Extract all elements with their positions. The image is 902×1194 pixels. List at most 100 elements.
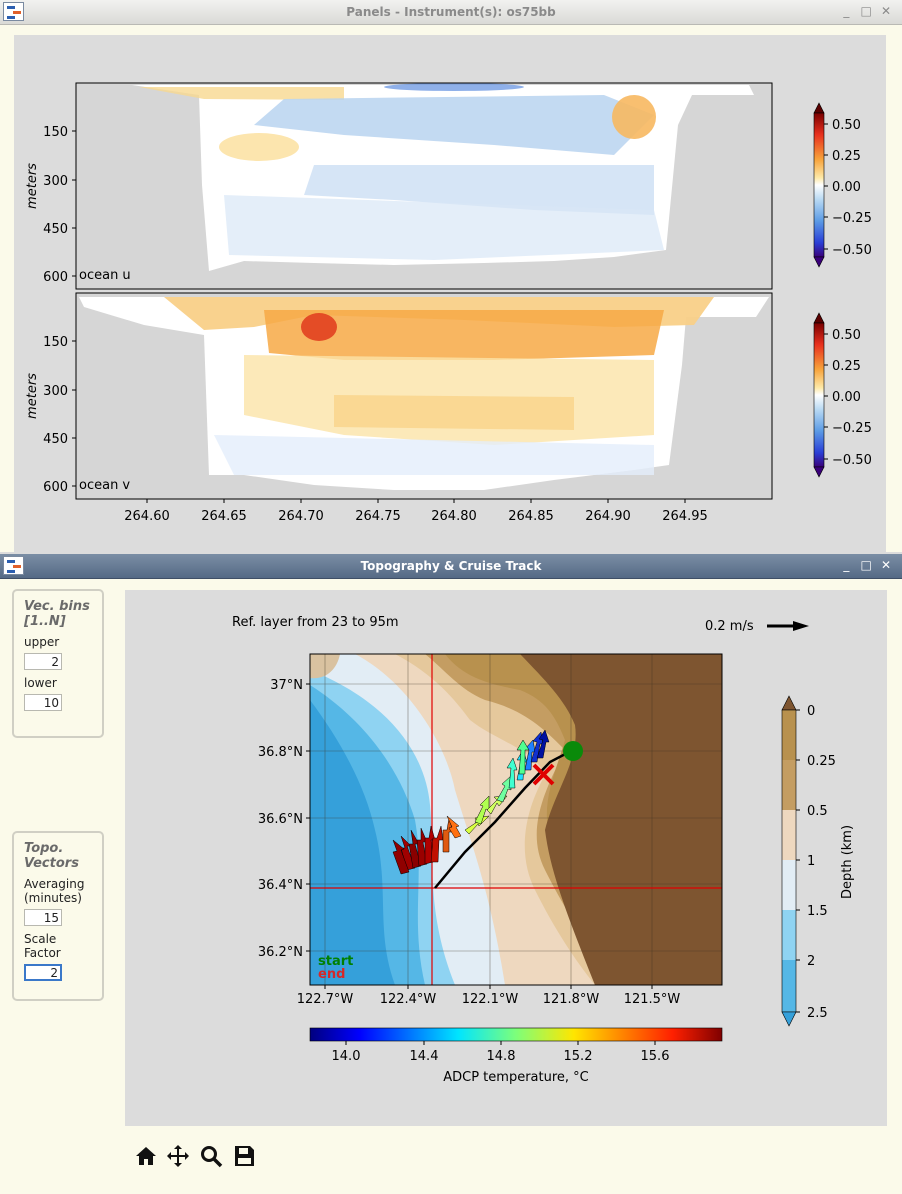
velocity-vectors: [392, 729, 583, 889]
colorbar-u: [813, 102, 825, 268]
vec-bins-title: Vec. bins [1..N]: [24, 599, 90, 629]
topography-map: [310, 654, 722, 985]
depth-tick-label: 2.5: [807, 1006, 828, 1021]
panels-window-title: Panels - Instrument(s): os75bb: [346, 5, 556, 19]
temperature-tick-label: 14.4: [410, 1049, 439, 1064]
save-icon[interactable]: [232, 1144, 256, 1168]
temperature-label: ADCP temperature, °C: [443, 1070, 589, 1085]
start-marker: [563, 741, 583, 761]
ref-layer-text: Ref. layer from 23 to 95m: [232, 615, 399, 630]
colorbar-tick-label: 0.50: [832, 328, 861, 343]
depth-tick-label: 0: [807, 704, 815, 719]
y-tick-label: 300: [43, 174, 68, 189]
depth-tick-label: 0.5: [807, 804, 828, 819]
maximize-button[interactable]: □: [860, 558, 872, 572]
ocean-v-label: ocean v: [79, 478, 130, 493]
averaging-input[interactable]: [24, 909, 62, 926]
end-marker: [532, 763, 555, 786]
colorbar-tick-label: 0.00: [832, 180, 861, 195]
depth-tick-label: 0.25: [807, 754, 836, 769]
y-tick-label: 600: [43, 270, 68, 285]
colorbar-tick-label: 0.50: [832, 118, 861, 133]
lat-tick-label: 36.2°N: [258, 945, 303, 960]
topo-vectors-group: Topo.Vectors Averaging(minutes) ScaleFac…: [12, 831, 104, 1001]
minimize-button[interactable]: _: [843, 4, 850, 18]
y-tick-label: 300: [43, 384, 68, 399]
topo-window-title: Topography & Cruise Track: [360, 559, 542, 573]
scale-factor-input[interactable]: [24, 964, 62, 981]
y-tick-label: 150: [43, 335, 68, 350]
zoom-icon[interactable]: [199, 1144, 223, 1168]
temperature-tick-label: 14.0: [332, 1049, 361, 1064]
lat-tick-label: 37°N: [270, 678, 303, 693]
home-icon[interactable]: [134, 1144, 158, 1168]
panels-titlebar[interactable]: Panels - Instrument(s): os75bb _ □ ✕: [0, 0, 902, 25]
end-label: end: [318, 967, 345, 982]
vec-bins-group: Vec. bins[1..N] upper lower: [12, 589, 104, 738]
lon-tick-label: 122.7°W: [297, 992, 354, 1007]
topo-titlebar[interactable]: Topography & Cruise Track _ □ ✕: [0, 554, 902, 579]
x-tick-label: 264.70: [278, 509, 324, 524]
lat-tick-label: 36.6°N: [258, 812, 303, 827]
colorbar-tick-label: −0.50: [832, 243, 872, 258]
maximize-button[interactable]: □: [860, 4, 872, 18]
topo-window: Topography & Cruise Track _ □ ✕ Vec. bin…: [0, 554, 902, 1194]
x-tick-label: 264.90: [585, 509, 631, 524]
close-button[interactable]: ✕: [880, 558, 892, 572]
scale-arrow: [767, 621, 809, 631]
temperature-tick-label: 15.6: [641, 1049, 670, 1064]
depth-tick-label: 2: [807, 954, 815, 969]
depth-tick-label: 1: [807, 854, 815, 869]
x-tick-label: 264.85: [508, 509, 554, 524]
lon-tick-label: 121.5°W: [624, 992, 681, 1007]
y-axis-label: meters: [25, 163, 40, 209]
y-axis-label: meters: [25, 373, 40, 419]
panels-figure-canvas: 150 300 450 600 meters ocean u 150 300 450 600 met…: [14, 35, 886, 552]
colorbar-tick-label: 0.25: [832, 149, 861, 164]
x-tick-label: 264.75: [355, 509, 401, 524]
temperature-tick-label: 15.2: [564, 1049, 593, 1064]
temperature-colorbar: ADCP temperature, °C: [309, 1027, 723, 1085]
y-tick-label: 150: [43, 125, 68, 140]
topo-figure-canvas: Ref. layer from 23 to 95m 0.2 m/s: [125, 590, 887, 1126]
topo-vectors-title: Topo. Vectors: [24, 841, 79, 871]
ocean-v-panel: [75, 292, 773, 500]
x-tick-label: 264.80: [431, 509, 477, 524]
colorbar-tick-label: −0.25: [832, 211, 872, 226]
lat-tick-label: 36.8°N: [258, 745, 303, 760]
averaging-label: Averaging (minutes): [24, 877, 85, 905]
x-tick-label: 264.65: [201, 509, 247, 524]
lon-tick-label: 122.1°W: [462, 992, 519, 1007]
panels-window: Panels - Instrument(s): os75bb _ □ ✕: [0, 0, 902, 552]
lon-tick-label: 121.8°W: [543, 992, 600, 1007]
depth-label: Depth (km): [840, 825, 855, 899]
app-icon: [3, 2, 24, 21]
colorbar-v: [813, 312, 825, 478]
start-label: start: [318, 954, 353, 969]
colorbar-tick-label: 0.00: [832, 390, 861, 405]
y-tick-label: 600: [43, 480, 68, 495]
close-button[interactable]: ✕: [880, 4, 892, 18]
upper-bin-input[interactable]: [24, 653, 62, 670]
colorbar-tick-label: −0.50: [832, 453, 872, 468]
temperature-tick-label: 14.8: [487, 1049, 516, 1064]
upper-label: upper: [24, 635, 60, 649]
scale-factor-label: Scale Factor: [24, 932, 61, 960]
colorbar-tick-label: −0.25: [832, 421, 872, 436]
x-tick-label: 264.60: [124, 509, 170, 524]
ocean-u-label: ocean u: [79, 268, 131, 283]
colorbar-tick-label: 0.25: [832, 359, 861, 374]
lon-tick-label: 122.4°W: [380, 992, 437, 1007]
y-tick-label: 450: [43, 222, 68, 237]
depth-colorbar: Depth (km): [781, 695, 855, 1027]
ocean-u-panel: [75, 82, 773, 290]
y-tick-label: 450: [43, 432, 68, 447]
lat-tick-label: 36.4°N: [258, 878, 303, 893]
lower-bin-input[interactable]: [24, 694, 62, 711]
minimize-button[interactable]: _: [843, 558, 850, 572]
app-icon: [3, 556, 24, 575]
scale-arrow-text: 0.2 m/s: [705, 619, 754, 634]
x-tick-label: 264.95: [662, 509, 708, 524]
depth-tick-label: 1.5: [807, 904, 828, 919]
move-icon[interactable]: [166, 1144, 190, 1168]
